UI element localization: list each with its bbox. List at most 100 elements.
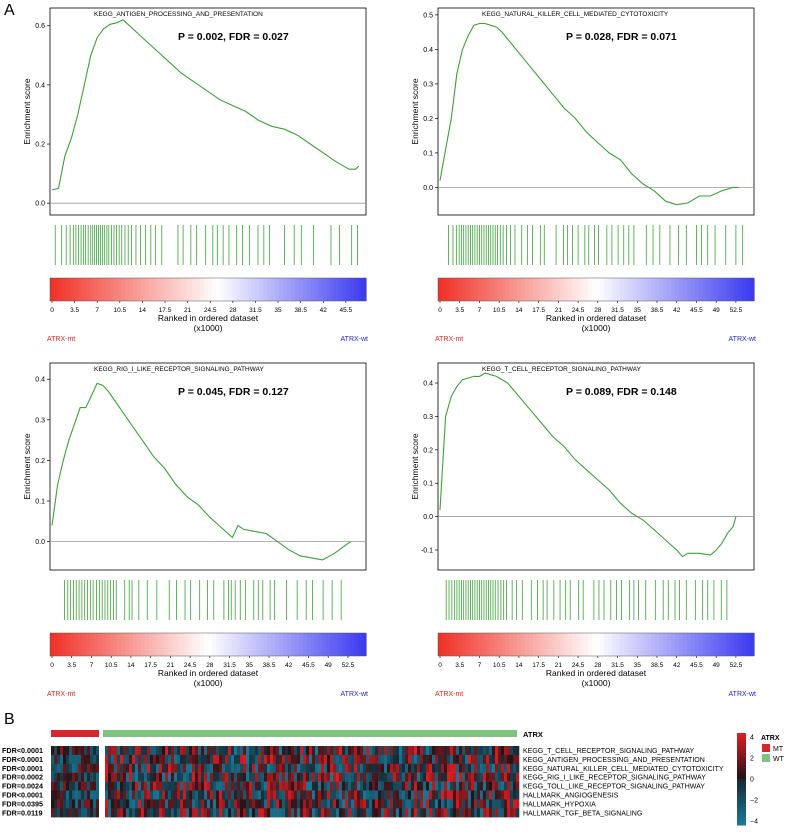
rank-gradient-cell: [101, 633, 106, 656]
scale-cell: [737, 756, 746, 759]
heatmap-cell: [360, 781, 364, 791]
heatmap-cell: [201, 763, 205, 773]
heatmap-cell: [354, 772, 358, 782]
rank-gradient-cell: [619, 633, 625, 656]
rank-gradient-cell: [247, 633, 253, 656]
heatmap-cell: [222, 763, 226, 773]
heatmap-cell: [237, 746, 241, 756]
heatmap-cell: [114, 790, 118, 800]
heatmap-cell: [165, 799, 169, 809]
rank-gradient-cell: [588, 633, 593, 656]
heatmap-cell: [489, 763, 493, 773]
heatmap-cell: [417, 763, 421, 773]
heatmap-cell: [453, 754, 457, 764]
heatmap-cell: [498, 754, 502, 764]
rank-gradient-cell: [358, 633, 363, 656]
heatmap-cell: [162, 790, 166, 800]
heatmap-cell: [402, 772, 406, 782]
heatmap-cell: [441, 799, 445, 809]
rank-gradient-cell: [509, 633, 514, 656]
heatmap-cell: [78, 746, 82, 756]
scale-cell: [737, 783, 746, 787]
rank-gradient-cell: [314, 633, 320, 656]
rank-gradient-cell: [528, 278, 534, 301]
heatmap-cell: [375, 781, 379, 791]
x-tick-label: 3.5: [70, 307, 79, 314]
scale-cell: [737, 767, 746, 771]
heatmap-cell: [501, 790, 505, 800]
heatmap-cell: [477, 754, 481, 764]
heatmap-cell: [114, 763, 118, 773]
heatmap-cell: [183, 790, 187, 800]
rank-gradient-cell: [580, 278, 585, 301]
heatmap-cell: [72, 772, 76, 782]
heatmap-cell: [489, 808, 493, 818]
heatmap-cell: [465, 781, 469, 791]
heatmap-cell: [84, 754, 88, 764]
heatmap-cell: [363, 746, 367, 756]
rank-gradient-cell: [160, 278, 166, 301]
heatmap-panel: ATRX FDR<0.0001 KEGG_T_CELL_RECEPTOR_SIGNA…: [0, 728, 788, 830]
heatmap-cell: [252, 799, 256, 809]
heatmap-cell: [78, 781, 82, 791]
heatmap-cell: [204, 799, 208, 809]
rank-gradient-cell: [698, 278, 704, 301]
rank-gradient-cell: [57, 633, 63, 656]
x-tick-label: 10.5: [113, 307, 126, 314]
heatmap-cell: [492, 790, 496, 800]
heatmap-cell: [438, 790, 442, 800]
rank-gradient-cell: [592, 278, 597, 301]
heatmap-cell: [258, 790, 262, 800]
rank-gradient-cell: [540, 278, 546, 301]
rank-gradient-cell: [61, 633, 67, 656]
heatmap-cell: [402, 754, 406, 764]
heatmap-cell: [483, 808, 487, 818]
heatmap-cell: [276, 746, 280, 756]
rank-gradient-cell: [750, 633, 755, 656]
heatmap-cell: [435, 808, 439, 818]
heatmap-cell: [516, 781, 520, 791]
heatmap-cell: [228, 763, 232, 773]
y-tick-label: 0.3: [35, 417, 45, 424]
heatmap-cell: [312, 790, 316, 800]
heatmap-cell: [300, 746, 304, 756]
heatmap-cell: [81, 772, 85, 782]
heatmap-cell: [396, 746, 400, 756]
heatmap-cell: [63, 772, 67, 782]
x-tick-label: 45.5: [340, 307, 353, 314]
heatmap-cell: [441, 763, 445, 773]
scale-cell: [737, 820, 746, 824]
heatmap-cell: [297, 790, 301, 800]
heatmap-cell: [444, 754, 448, 764]
heatmap-cell: [357, 790, 361, 800]
heatmap-cell: [111, 746, 115, 756]
y-tick-label: 0.2: [35, 458, 45, 465]
gsea-plot-rig-i-like: 0.0 0.1 0.2 0.3 0.4 Enrichment score KEGG_RIG_…: [0, 355, 380, 700]
heatmap-cell: [285, 781, 289, 791]
heatmap-cell: [372, 799, 376, 809]
rank-gradient-cell: [686, 633, 692, 656]
rank-gradient-cell: [117, 633, 122, 656]
heatmap-cell: [270, 746, 274, 756]
heatmap-cell: [108, 754, 112, 764]
row-fdr-label: FDR=0.0119: [2, 808, 43, 817]
x-tick-label: 10.5: [105, 662, 118, 669]
heatmap-cell: [516, 799, 520, 809]
rank-gradient-cell: [211, 633, 217, 656]
heatmap-cell: [141, 754, 145, 764]
rank-gradient-cell: [663, 278, 668, 301]
heatmap-cell: [405, 746, 409, 756]
heatmap-cell: [66, 746, 70, 756]
rank-gradient-cell: [718, 278, 723, 301]
heatmap-cell: [384, 772, 388, 782]
heatmap-cell: [168, 790, 172, 800]
heatmap-cell: [114, 746, 118, 756]
heatmap-cell: [492, 772, 496, 782]
scale-cell: [737, 742, 746, 745]
heatmap-cell: [405, 799, 409, 809]
heatmap-cell: [408, 763, 412, 773]
heatmap-cell: [60, 781, 64, 791]
heatmap-cell: [174, 763, 178, 773]
scale-cell: [737, 739, 746, 743]
